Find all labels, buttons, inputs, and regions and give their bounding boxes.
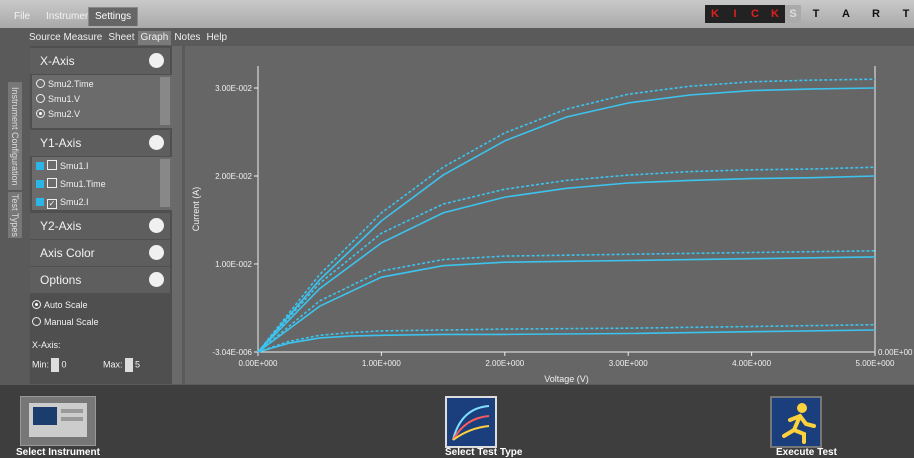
list-item[interactable]: Smu1.V <box>36 93 80 105</box>
y1-axis-list-scrollbar[interactable] <box>160 159 170 207</box>
min-control: Min: 0 <box>32 358 67 372</box>
y1-axis-list: Smu1.I Smu1.Time ✓ Smu2.I <box>32 157 172 210</box>
series-line-3 <box>257 166 876 353</box>
y1-axis-section[interactable]: Y1-Axis <box>30 130 170 156</box>
options-label: Options <box>40 273 82 287</box>
x-tick-label: 1.00E+000 <box>362 359 401 368</box>
tab-instruments[interactable]: Instruments <box>46 11 99 22</box>
menu-source-measure[interactable]: Source Measure <box>29 32 103 43</box>
series-color-swatch <box>36 198 44 206</box>
select-instrument-button[interactable] <box>20 396 96 446</box>
radio-selected-icon[interactable] <box>32 300 41 309</box>
execute-test-button[interactable] <box>770 396 822 448</box>
menu-help[interactable]: Help <box>206 32 228 43</box>
axis-color-label: Axis Color <box>40 246 95 260</box>
y1-axis-label: Y1-Axis <box>40 136 82 150</box>
title-bar: File Instruments Settings K I C K S T A … <box>0 0 914 28</box>
menu-sheet[interactable]: Sheet <box>108 32 135 43</box>
checkbox-checked[interactable]: ✓ <box>47 199 57 209</box>
x-axis-list-scrollbar[interactable] <box>160 77 170 125</box>
radio-icon[interactable] <box>36 94 45 103</box>
y-tick-label: -3.04E-006 <box>212 348 252 357</box>
series-line-2 <box>257 87 876 353</box>
series-line-8 <box>257 329 876 353</box>
x-axis-range-label: X-Axis: <box>32 340 61 350</box>
series-line-6 <box>257 256 876 353</box>
y-axis-title: Current (A) <box>191 187 201 232</box>
list-item[interactable]: Smu1.Time <box>36 178 106 190</box>
running-person-icon <box>782 403 816 444</box>
series-line-5 <box>257 250 876 353</box>
y2-axis-label: Y2-Axis <box>40 219 82 233</box>
min-value[interactable]: 0 <box>61 359 67 370</box>
min-stepper[interactable] <box>51 358 60 372</box>
y2-axis-toggle[interactable] <box>149 218 164 233</box>
series-line-7 <box>257 323 876 353</box>
settings-menu: Source Measure Sheet Graph Notes Help <box>26 31 230 45</box>
y-tick-label: 3.00E-002 <box>215 84 252 93</box>
instrument-icon <box>29 403 87 437</box>
radio-selected-icon[interactable] <box>36 109 45 118</box>
menu-graph[interactable]: Graph <box>137 31 172 45</box>
x-axis-section[interactable]: X-Axis <box>30 48 170 74</box>
list-item[interactable]: ✓ Smu2.I <box>36 196 89 209</box>
select-test-type-button[interactable] <box>445 396 497 448</box>
panel-scrollbar[interactable] <box>172 46 182 384</box>
x-tick-label: 0.00E+000 <box>239 359 278 368</box>
list-item[interactable]: Smu2.Time <box>36 78 94 90</box>
side-tab-instrument-configuration[interactable]: Instrument Configuration <box>8 82 22 190</box>
x-tick-label: 4.00E+000 <box>732 359 771 368</box>
side-tab-test-types[interactable]: Test Types <box>8 192 22 238</box>
x-axis-title: Voltage (V) <box>544 374 589 384</box>
series-color-swatch <box>36 162 44 170</box>
y-tick-label: 1.00E-002 <box>215 260 252 269</box>
x-axis-list: Smu2.Time Smu1.V Smu2.V <box>32 75 172 128</box>
series-color-swatch <box>36 180 44 188</box>
axis-color-section[interactable]: Axis Color <box>30 240 170 266</box>
tab-settings[interactable]: Settings <box>88 7 139 26</box>
auto-scale-option[interactable]: Auto Scale <box>32 300 88 310</box>
radio-icon[interactable] <box>32 317 41 326</box>
radio-icon[interactable] <box>36 79 45 88</box>
y-tick-label: 2.00E-002 <box>215 172 252 181</box>
manual-scale-option[interactable]: Manual Scale <box>32 317 99 327</box>
max-stepper[interactable] <box>124 358 133 372</box>
list-item[interactable]: Smu2.V <box>36 108 80 120</box>
menu-notes[interactable]: Notes <box>174 32 201 43</box>
select-instrument-label: Select Instrument <box>16 447 100 458</box>
series-line-4 <box>257 175 876 353</box>
x-axis-toggle[interactable] <box>149 53 164 68</box>
execute-test-label: Execute Test <box>776 447 837 458</box>
x-tick-label: 2.00E+000 <box>485 359 524 368</box>
axis-color-toggle[interactable] <box>149 245 164 260</box>
y2-tick-label: 0.00E+00 <box>878 348 913 357</box>
graph-area: 0.00E+000 1.00E+000 2.00E+000 3.00E+000 4.00… <box>185 46 914 384</box>
x-tick-label: 3.00E+000 <box>609 359 648 368</box>
test-type-chart-icon <box>452 405 490 441</box>
tab-file[interactable]: File <box>14 11 31 22</box>
bottom-bar: Select Instrument Select Test Type Execu… <box>0 385 914 458</box>
checkbox[interactable] <box>47 160 57 170</box>
y1-axis-toggle[interactable] <box>149 135 164 150</box>
options-section[interactable]: Options <box>30 267 170 293</box>
x-axis-label: X-Axis <box>40 54 75 68</box>
list-item[interactable]: Smu1.I <box>36 160 89 172</box>
select-test-type-label: Select Test Type <box>445 447 523 458</box>
current-voltage-chart: 0.00E+000 1.00E+000 2.00E+000 3.00E+000 4.00… <box>191 66 913 384</box>
y2-axis-section[interactable]: Y2-Axis <box>30 213 170 239</box>
options-toggle[interactable] <box>149 272 164 287</box>
max-control: Max: 5 <box>103 358 140 372</box>
max-value[interactable]: 5 <box>135 359 141 370</box>
kickstart-logo: K I C K S T A R T <box>705 5 914 23</box>
series-line-1 <box>257 78 876 353</box>
x-tick-label: 5.00E+000 <box>856 359 895 368</box>
checkbox[interactable] <box>47 178 57 188</box>
